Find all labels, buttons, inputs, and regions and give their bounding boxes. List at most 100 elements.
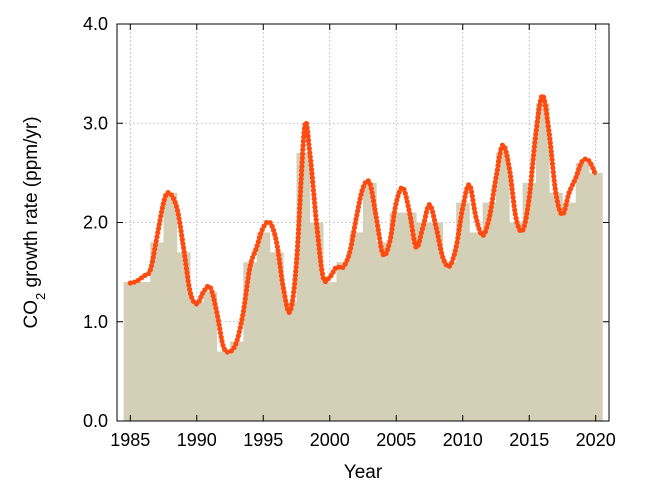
bar (429, 222, 444, 421)
line-point (295, 230, 301, 237)
bar (190, 301, 204, 421)
line-point (383, 250, 389, 257)
line-point (393, 201, 399, 207)
line-point (545, 119, 551, 125)
line-point (308, 162, 314, 168)
line-point (311, 191, 317, 198)
line-point (505, 161, 512, 167)
bar (469, 232, 484, 421)
line-point (353, 216, 359, 222)
line-point (288, 306, 294, 312)
line-point (473, 214, 479, 220)
x-tick-label: 2020 (576, 430, 616, 450)
line-point (158, 213, 164, 219)
line-point (535, 115, 541, 121)
line-point (513, 215, 519, 221)
line-point (289, 297, 296, 304)
line-point (547, 136, 553, 142)
line-point (387, 238, 393, 245)
line-point (299, 151, 306, 157)
line-point (403, 194, 409, 201)
line-point (476, 226, 482, 232)
line-point (422, 213, 429, 220)
line-point (457, 218, 463, 225)
line-point (176, 216, 182, 222)
line-point (294, 247, 300, 253)
line-point (270, 227, 277, 233)
line-point (537, 98, 543, 104)
line-point (367, 181, 373, 188)
line-point (187, 290, 194, 297)
bar (509, 222, 523, 421)
line-point (297, 197, 303, 203)
line-point (370, 198, 377, 204)
bar (402, 212, 417, 421)
line-point (294, 251, 300, 258)
line-point (524, 211, 530, 217)
bar (176, 252, 191, 421)
line-point (292, 281, 298, 287)
line-point (312, 204, 318, 210)
line-point (389, 222, 396, 228)
line-point (546, 127, 552, 134)
line-point (565, 194, 571, 200)
bar (216, 351, 231, 421)
line-point (348, 245, 354, 251)
line-point (350, 233, 356, 239)
line-point (308, 166, 315, 173)
line-point (534, 119, 540, 125)
line-point (552, 182, 558, 188)
line-point (452, 247, 458, 254)
bar (522, 182, 537, 421)
line-point (280, 281, 286, 287)
line-point (307, 154, 313, 160)
line-point (236, 329, 242, 335)
line-point (174, 207, 181, 214)
line-point (529, 165, 535, 171)
line-point (438, 250, 445, 256)
y-tick-label: 2.0 (83, 213, 108, 233)
line-point (313, 217, 319, 223)
line-point (525, 202, 531, 208)
line-point (278, 269, 284, 275)
line-point (496, 158, 502, 165)
line-point (376, 235, 383, 241)
line-point (438, 246, 444, 252)
line-point (533, 127, 539, 133)
line-point (246, 271, 252, 277)
line-point (521, 223, 527, 229)
line-point (348, 241, 355, 247)
line-point (392, 205, 398, 211)
line-point (294, 256, 300, 262)
line-point (506, 165, 512, 171)
line-point (574, 170, 581, 176)
line-point (155, 230, 161, 236)
line-point (415, 242, 421, 248)
line-point (369, 190, 375, 196)
bar (575, 162, 590, 421)
line-point (561, 210, 567, 216)
bar (349, 232, 364, 421)
line-series (127, 94, 598, 355)
line-point (430, 209, 436, 215)
line-point (433, 225, 439, 231)
line-point (510, 199, 517, 205)
bar (163, 192, 178, 421)
line-point (147, 267, 153, 273)
line-point (486, 216, 492, 223)
line-point (549, 161, 556, 167)
line-point (291, 289, 297, 295)
bar (150, 242, 164, 421)
line-point (496, 154, 502, 160)
line-point (243, 291, 249, 298)
line-point (490, 196, 496, 202)
line-point (278, 273, 285, 279)
line-point (151, 250, 157, 256)
line-point (417, 234, 424, 240)
line-point (504, 153, 510, 159)
line-point (150, 254, 156, 261)
line-point (296, 222, 302, 228)
line-point (507, 174, 514, 180)
line-point (548, 148, 554, 154)
line-point (454, 239, 460, 245)
